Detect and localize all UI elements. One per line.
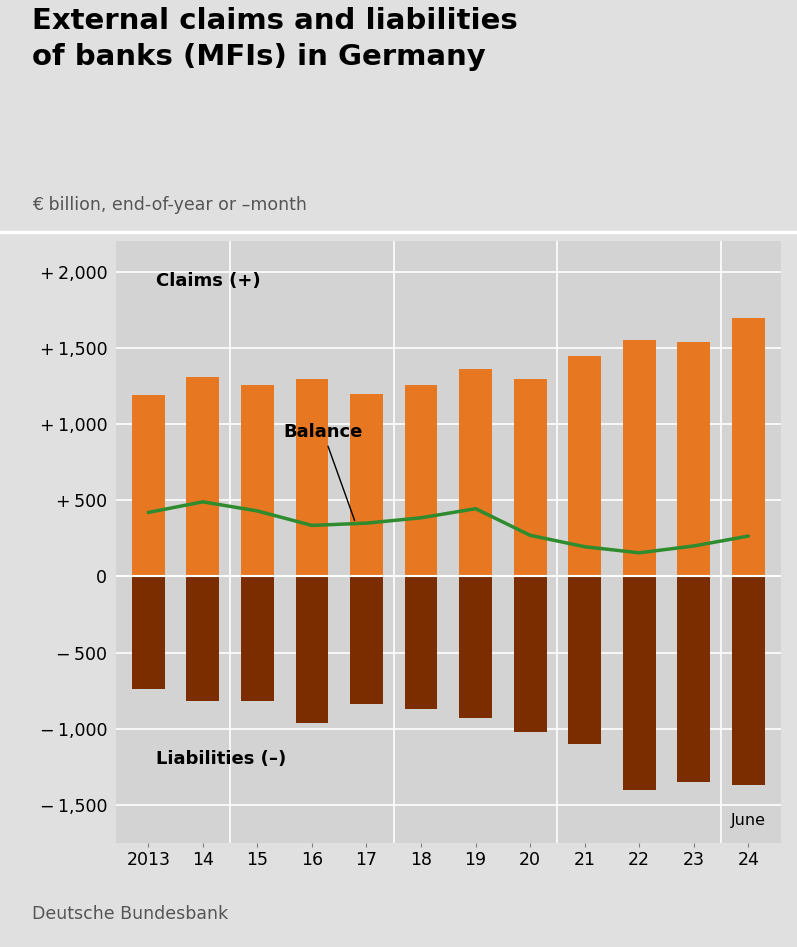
Text: Claims (+): Claims (+): [156, 272, 261, 290]
Bar: [186, 577, 219, 701]
Text: € billion, end-of-year or –month: € billion, end-of-year or –month: [32, 196, 307, 214]
Bar: [568, 356, 601, 577]
Bar: [732, 317, 764, 577]
Text: Deutsche Bundesbank: Deutsche Bundesbank: [32, 905, 228, 923]
Bar: [514, 577, 547, 732]
Bar: [350, 394, 383, 577]
Bar: [677, 342, 710, 577]
Bar: [350, 577, 383, 705]
Bar: [132, 395, 165, 577]
Bar: [459, 369, 492, 577]
Bar: [186, 377, 219, 577]
Bar: [296, 379, 328, 577]
Text: of banks (MFIs) in Germany: of banks (MFIs) in Germany: [32, 43, 485, 71]
Bar: [677, 577, 710, 782]
Text: June: June: [731, 813, 766, 828]
Bar: [623, 577, 656, 790]
Text: Balance: Balance: [283, 422, 363, 521]
Bar: [514, 379, 547, 577]
Bar: [241, 577, 273, 701]
Bar: [459, 577, 492, 718]
Bar: [132, 577, 165, 689]
Bar: [623, 340, 656, 577]
Bar: [405, 577, 438, 709]
Bar: [296, 577, 328, 723]
Text: Liabilities (–): Liabilities (–): [156, 750, 287, 768]
Bar: [568, 577, 601, 744]
Bar: [241, 384, 273, 577]
Bar: [732, 577, 764, 785]
Bar: [405, 384, 438, 577]
Text: External claims and liabilities: External claims and liabilities: [32, 7, 517, 35]
